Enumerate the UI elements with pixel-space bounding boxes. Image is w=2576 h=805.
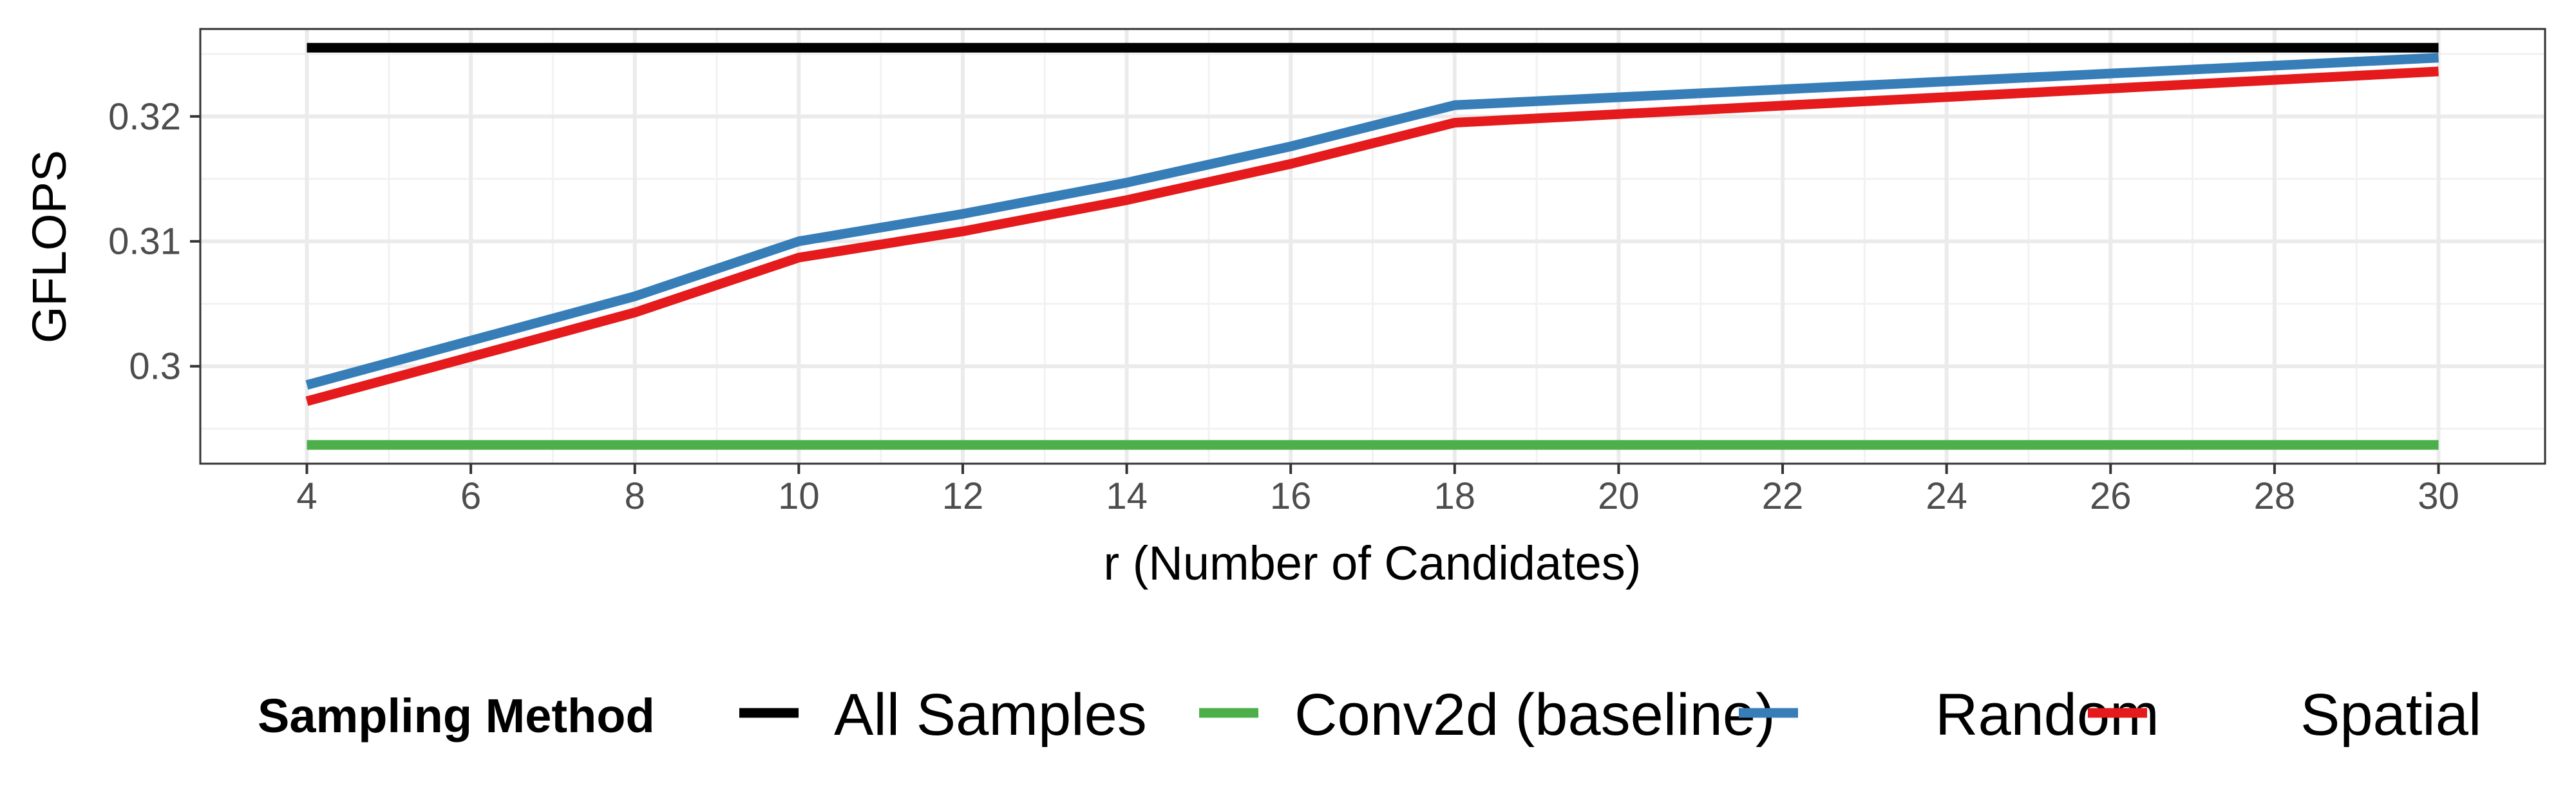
legend-title: Sampling Method	[258, 689, 655, 743]
legend-label-all-samples: All Samples	[834, 682, 1147, 748]
grid-lines	[200, 29, 2545, 464]
legend-label-conv2d-baseline: Conv2d (baseline)	[1294, 682, 1776, 748]
plot-frame	[199, 28, 2546, 465]
x-tick-label: 20	[1598, 475, 1640, 517]
legend: Sampling Method All Samples Conv2d (baseli…	[258, 682, 2481, 748]
x-tick-label: 4	[296, 475, 317, 517]
x-tick-label: 26	[2090, 475, 2132, 517]
y-tick-label: 0.31	[108, 221, 181, 263]
y-tick-label: 0.3	[129, 346, 181, 388]
y-axis-title: GFLOPS	[23, 150, 76, 343]
x-tick-label: 22	[1762, 475, 1804, 517]
x-tick-label: 28	[2254, 475, 2296, 517]
x-tick-label: 14	[1106, 475, 1148, 517]
series-line-spatial	[305, 66, 2439, 406]
panel-border	[199, 28, 2546, 465]
x-tick-label: 12	[942, 475, 984, 517]
x-tick-label: 24	[1926, 475, 1967, 517]
x-tick-label: 6	[460, 475, 481, 517]
x-tick-label: 30	[2418, 475, 2459, 517]
x-tick-label: 8	[625, 475, 645, 517]
x-tick-label: 16	[1270, 475, 1312, 517]
x-tick-label: 10	[778, 475, 820, 517]
legend-label-spatial: Spatial	[2300, 682, 2481, 748]
series-lines	[305, 43, 2439, 450]
x-tick-label: 18	[1434, 475, 1476, 517]
y-axis-ticks: 0.3 0.31 0.32	[108, 96, 200, 388]
y-tick-label: 0.32	[108, 96, 181, 138]
x-axis-title: r (Number of Candidates)	[1104, 536, 1642, 590]
x-axis-ticks: 4 6 8 10 12 14 16 18 20 22 24 26 28 30	[296, 464, 2459, 517]
series-line-random	[305, 53, 2439, 390]
